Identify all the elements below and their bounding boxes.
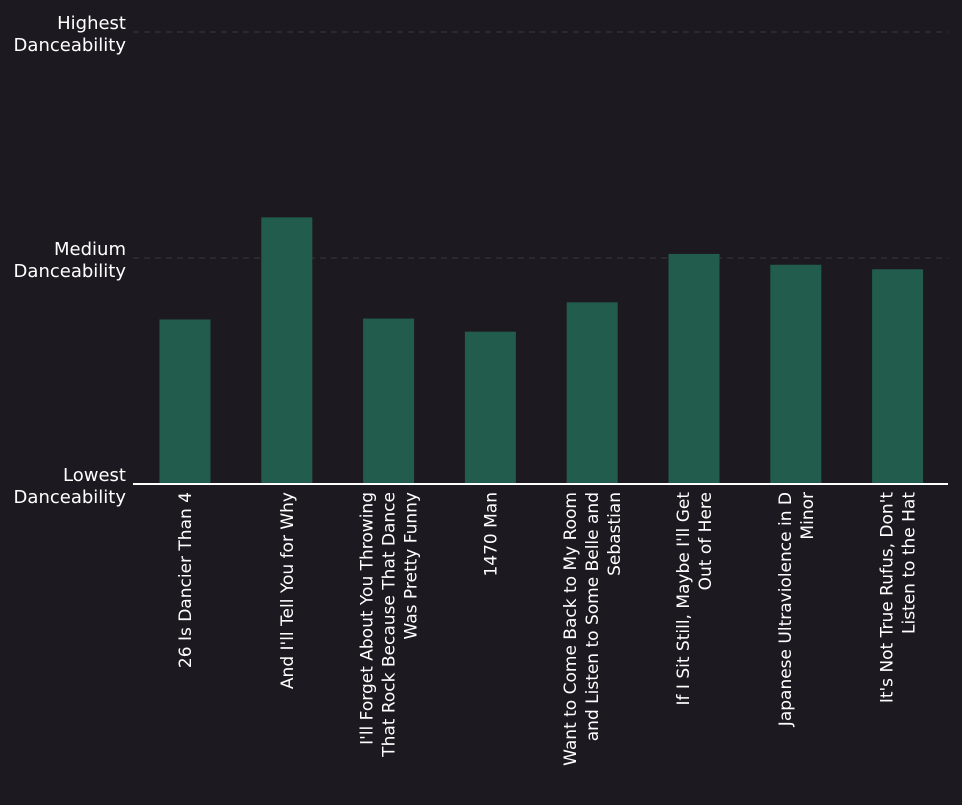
y-tick-labels: Lowest Danceability Medium Danceability High… xyxy=(14,13,127,508)
bars xyxy=(159,217,924,484)
bar xyxy=(872,269,924,484)
gridlines xyxy=(133,31,948,259)
svg-text:I'll Forget About You Throwing: I'll Forget About You Throwing That Rock … xyxy=(358,492,422,758)
y-tick-label: Highest Danceability xyxy=(14,13,127,56)
svg-text:26 Is Dancier Than 4: 26 Is Dancier Than 4 xyxy=(176,492,196,668)
y-tick-label: Medium Danceability xyxy=(14,239,127,282)
x-tick-label: 1470 Man xyxy=(481,492,501,577)
svg-text:1470 Man: 1470 Man xyxy=(481,492,501,577)
x-tick-label: Japanese Ultraviolence in D Minor xyxy=(776,492,818,727)
x-tick-label: It's Not True Rufus, Don't Listen to the … xyxy=(878,492,920,703)
bar xyxy=(363,318,415,484)
x-tick-label: I'll Forget About You Throwing That Rock … xyxy=(358,492,422,758)
x-tick-label: If I Sit Still, Maybe I'll Get Out of Her… xyxy=(674,492,716,706)
x-tick-label: And I'll Tell You for Why xyxy=(278,492,298,689)
bar xyxy=(464,331,516,484)
bar xyxy=(159,319,211,484)
x-tick-label: 26 Is Dancier Than 4 xyxy=(176,492,196,668)
bar xyxy=(770,264,822,484)
x-tick-labels: 26 Is Dancier Than 4 And I'll Tell You fo… xyxy=(176,492,920,766)
y-tick-label: Lowest Danceability xyxy=(14,465,127,508)
svg-text:And I'll Tell You for Why: And I'll Tell You for Why xyxy=(278,492,298,689)
svg-text:If I Sit Still, Maybe I'll Get: If I Sit Still, Maybe I'll Get Out of Her… xyxy=(674,492,716,706)
bar xyxy=(668,253,720,484)
bar xyxy=(566,302,618,484)
bar xyxy=(261,217,313,484)
x-tick-label: Want to Come Back to My Room and Listen t… xyxy=(561,492,625,766)
